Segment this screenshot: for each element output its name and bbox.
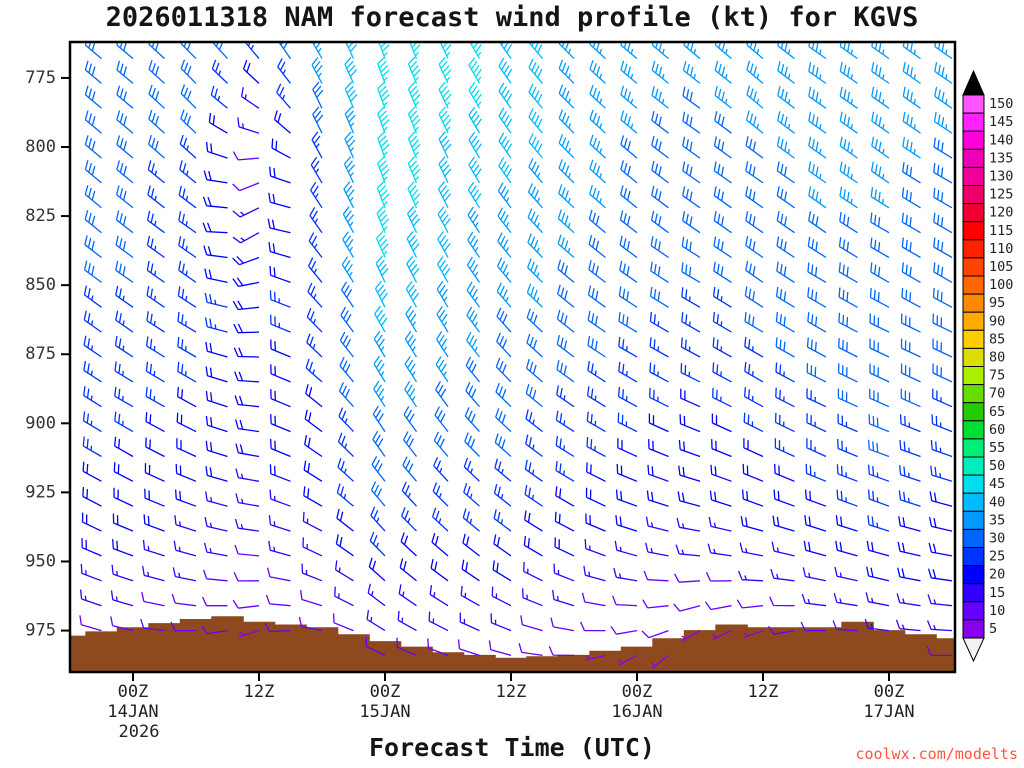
x-tick-label: 00Z [370,682,401,702]
colorbar-tick-label: 90 [989,313,1005,329]
colorbar-tick-label: 40 [989,494,1005,510]
colorbar-tick-label: 105 [989,259,1013,275]
y-tick-label: 875 [25,344,56,364]
y-tick-label: 775 [25,68,56,88]
colorbar-tick-label: 85 [989,331,1005,347]
colorbar-tick-label: 80 [989,349,1005,365]
colorbar-tick-label: 120 [989,205,1013,221]
x-tick-date: 14JAN [107,702,158,722]
x-tick-label: 00Z [622,682,653,702]
x-tick-label: 12Z [244,682,275,702]
x-tick-year: 2026 [119,722,160,742]
y-tick-label: 900 [25,413,56,433]
colorbar-tick-label: 95 [989,295,1005,311]
colorbar-tick-label: 5 [989,621,997,637]
x-tick-date: 16JAN [611,702,662,722]
axes: 77580082585087590092595097500Z14JAN20261… [25,68,914,742]
colorbar-tick-label: 65 [989,404,1005,420]
colorbar-tick-label: 125 [989,187,1013,203]
colorbar-tick-label: 10 [989,603,1005,619]
x-tick-label: 12Z [748,682,779,702]
x-tick-label: 00Z [874,682,905,702]
colorbar: 1501451401351301251201151101051009590858… [962,69,1013,663]
x-tick-label: 00Z [118,682,149,702]
plot-frame [68,40,957,674]
y-tick-label: 950 [25,551,56,571]
colorbar-arrow-up [962,69,985,96]
colorbar-tick-label: 150 [989,96,1013,112]
colorbar-tick-label: 50 [989,458,1005,474]
chart-title: 2026011318 NAM forecast wind profile (kt… [105,2,919,33]
colorbar-arrow-down [962,637,985,663]
colorbar-tick-label: 130 [989,168,1013,184]
colorbar-tick-label: 115 [989,223,1013,239]
colorbar-tick-label: 15 [989,585,1005,601]
colorbar-tick-label: 60 [989,422,1005,438]
y-tick-label: 825 [25,206,56,226]
colorbar-tick-label: 70 [989,386,1005,402]
colorbar-tick-label: 140 [989,132,1013,148]
colorbar-tick-label: 75 [989,368,1005,384]
x-tick-date: 17JAN [863,702,914,722]
colorbar-tick-label: 100 [989,277,1013,293]
wind-barbs [70,42,953,669]
y-tick-label: 800 [25,137,56,157]
colorbar-tick-label: 20 [989,567,1005,583]
watermark-text: coolwx.com/modelts [855,745,1018,763]
colorbar-tick-label: 25 [989,549,1005,565]
colorbar-tick-label: 55 [989,440,1005,456]
colorbar-tick-label: 145 [989,114,1013,130]
plot-area [70,42,955,672]
x-axis-label: Forecast Time (UTC) [369,733,655,762]
y-tick-label: 925 [25,482,56,502]
colorbar-tick-label: 110 [989,241,1013,257]
colorbar-tick-label: 30 [989,530,1005,546]
x-tick-date: 15JAN [359,702,410,722]
terrain-surface [70,616,955,672]
y-tick-label: 850 [25,275,56,295]
colorbar-tick-label: 45 [989,476,1005,492]
y-tick-label: 975 [25,621,56,641]
x-tick-label: 12Z [496,682,527,702]
colorbar-tick-label: 35 [989,512,1005,528]
colorbar-tick-label: 135 [989,150,1013,166]
